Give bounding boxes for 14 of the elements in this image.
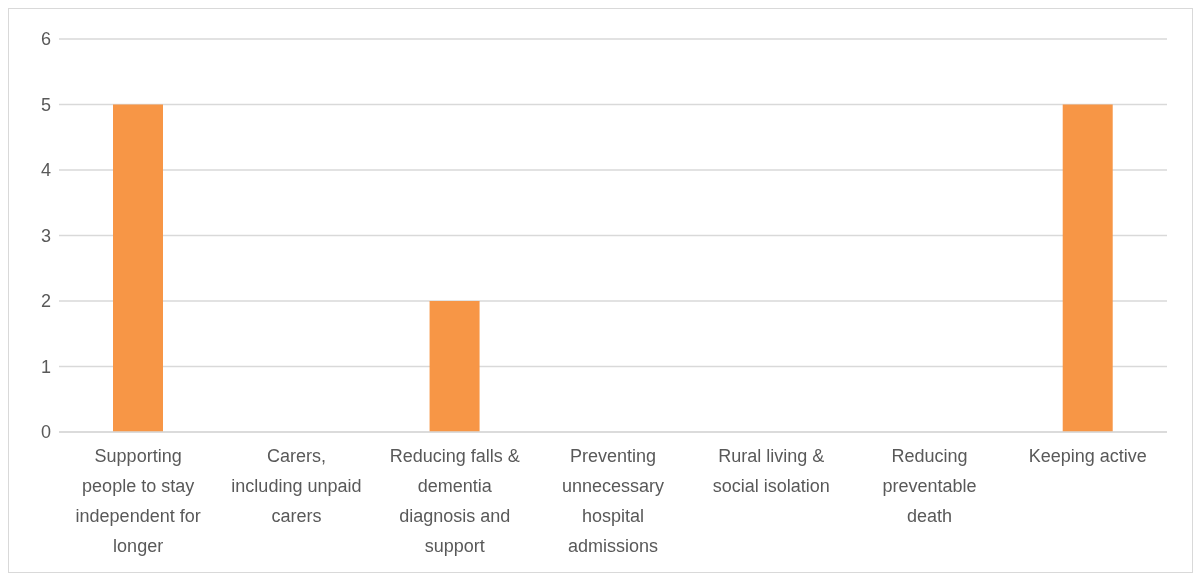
x-tick-label: Reducing falls & dementia diagnosis and support <box>389 446 520 556</box>
y-tick-label: 6 <box>40 29 51 50</box>
x-tick-label: Carers, including unpaid carers <box>231 446 362 526</box>
y-tick-label: 5 <box>40 94 51 115</box>
x-tick-label: Rural living & social isolation <box>712 446 830 496</box>
y-tick-label: 3 <box>40 225 51 246</box>
x-tick-label: Keeping active <box>1028 446 1147 466</box>
x-tick-label: Preventing unnecessary hospital admissions <box>561 446 665 556</box>
x-tick-label: Supporting people to stay independent for longer <box>75 446 201 556</box>
y-tick-label: 1 <box>40 356 51 377</box>
y-tick-label: 2 <box>40 291 51 312</box>
y-tick-label: 4 <box>40 160 51 181</box>
x-tick-label: Reducing preventable death <box>882 446 977 526</box>
y-tick-label: 0 <box>40 422 51 443</box>
